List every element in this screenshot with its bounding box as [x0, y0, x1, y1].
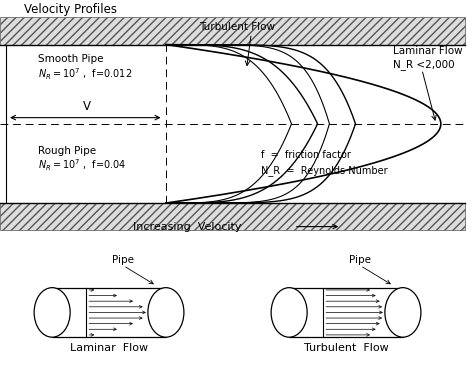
- Text: Rough Pipe: Rough Pipe: [38, 146, 96, 155]
- Text: Laminar  Flow: Laminar Flow: [70, 343, 148, 352]
- Text: N_R <2,000: N_R <2,000: [393, 59, 455, 70]
- Text: Laminar Flow: Laminar Flow: [393, 46, 463, 56]
- Ellipse shape: [148, 288, 184, 337]
- Text: Turbulent Flow: Turbulent Flow: [199, 22, 275, 32]
- Text: $N_R=10^7$ ,  f=0.04: $N_R=10^7$ , f=0.04: [38, 158, 127, 173]
- Bar: [0, 18, 465, 45]
- Ellipse shape: [385, 288, 421, 337]
- Bar: [52, 288, 166, 337]
- Text: Smooth Pipe: Smooth Pipe: [38, 54, 103, 64]
- Text: Increasing  Velocity: Increasing Velocity: [133, 223, 241, 232]
- Text: V: V: [82, 100, 91, 113]
- Text: N_R  =  Reynolds Number: N_R = Reynolds Number: [261, 165, 387, 176]
- Text: Turbulent  Flow: Turbulent Flow: [304, 343, 388, 352]
- Text: f  =  friction factor: f = friction factor: [261, 150, 351, 160]
- Bar: [289, 288, 403, 337]
- Text: $N_R=10^7$ ,  f=0.012: $N_R=10^7$ , f=0.012: [38, 66, 132, 82]
- Ellipse shape: [271, 288, 307, 337]
- Bar: [0, 203, 465, 230]
- Text: Pipe: Pipe: [349, 255, 371, 265]
- Text: Velocity Profiles: Velocity Profiles: [24, 3, 117, 16]
- Ellipse shape: [34, 288, 70, 337]
- Text: Pipe: Pipe: [112, 255, 134, 265]
